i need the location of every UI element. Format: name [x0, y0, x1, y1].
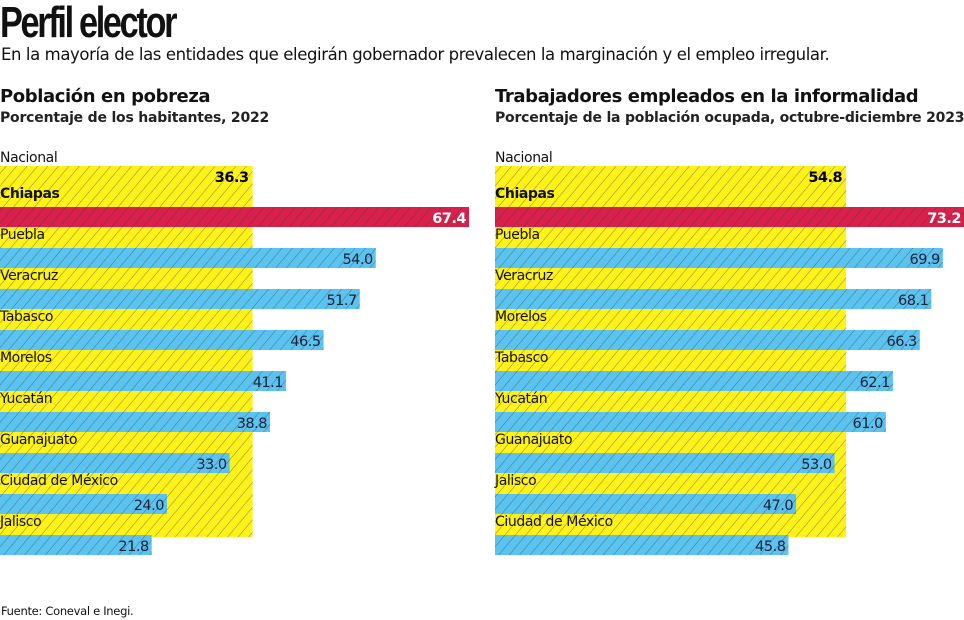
- category-label-guanajuato: Guanajuato: [495, 432, 572, 448]
- bar-hatch-puebla: [0, 248, 376, 268]
- value-label-tabasco: 46.5: [290, 334, 320, 350]
- chart-subtitle: Porcentaje de la población ocupada, octu…: [495, 110, 964, 126]
- national-reference-hatch: [495, 166, 847, 537]
- page-title: Perfil elector: [0, 0, 177, 47]
- value-label-chiapas: 67.4: [432, 211, 466, 227]
- bar-hatch-chiapas: [0, 207, 469, 227]
- bar-hatch-guanajuato: [495, 453, 835, 473]
- value-label-nacional: 36.3: [215, 170, 249, 186]
- category-label-ciudad-de-mexico: Ciudad de México: [495, 514, 613, 530]
- value-label-guanajuato: 53.0: [801, 457, 832, 473]
- bar-hatch-guanajuato: [0, 453, 230, 473]
- chart-title: Trabajadores empleados en la informalida…: [495, 86, 919, 107]
- value-label-jalisco: 21.8: [118, 539, 149, 555]
- value-label-tabasco: 62.1: [860, 375, 890, 391]
- category-label-jalisco: Jalisco: [0, 514, 41, 530]
- bar-hatch-tabasco: [495, 371, 893, 391]
- value-label-morelos: 66.3: [886, 334, 917, 350]
- bar-hatch-chiapas: [495, 207, 964, 227]
- category-label-nacional: Nacional: [495, 150, 552, 166]
- value-label-chiapas: 73.2: [927, 211, 961, 227]
- category-label-morelos: Morelos: [0, 350, 52, 366]
- value-label-ciudad-de-mexico: 24.0: [134, 498, 165, 514]
- category-label-tabasco: Tabasco: [494, 350, 548, 366]
- category-label-jalisco: Jalisco: [494, 473, 536, 489]
- bar-chart-svg: Nacional 54.8 Chiapas 73.2 Puebla 69.9 Veracru…: [494, 150, 964, 555]
- bar-hatch-jalisco: [495, 494, 797, 514]
- category-label-chiapas: Chiapas: [495, 186, 555, 202]
- chart-subtitle: Porcentaje de los habitantes, 2022: [0, 110, 270, 126]
- value-label-yucatan: 38.8: [237, 416, 268, 432]
- bar-hatch-yucatan: [0, 412, 270, 432]
- category-label-chiapas: Chiapas: [0, 186, 60, 202]
- bar-hatch-morelos: [0, 371, 286, 391]
- category-label-puebla: Puebla: [0, 227, 45, 243]
- bar-hatch-jalisco: [0, 535, 152, 555]
- value-label-jalisco: 47.0: [763, 498, 794, 514]
- category-label-puebla: Puebla: [495, 227, 540, 243]
- bar-hatch-veracruz: [495, 289, 932, 309]
- bar-hatch-veracruz: [0, 289, 360, 309]
- bar-hatch-yucatan: [495, 412, 886, 432]
- national-reference-hatch: [0, 166, 253, 537]
- bar-hatch-ciudad-de-mexico: [495, 535, 789, 555]
- bar-hatch-ciudad-de-mexico: [0, 494, 168, 514]
- category-label-tabasco: Tabasco: [0, 309, 53, 325]
- bar-hatch-morelos: [495, 330, 920, 350]
- value-label-veracruz: 51.7: [326, 293, 356, 309]
- category-label-nacional: Nacional: [0, 150, 57, 166]
- value-label-morelos: 41.1: [253, 375, 283, 391]
- value-label-nacional: 54.8: [808, 170, 842, 186]
- page-subtitle: En la mayoría de las entidades que elegi…: [1, 45, 830, 64]
- category-label-veracruz: Veracruz: [0, 268, 58, 284]
- chart-title: Población en pobreza: [0, 86, 211, 107]
- value-label-guanajuato: 33.0: [196, 457, 227, 473]
- category-label-veracruz: Veracruz: [495, 268, 553, 284]
- category-label-yucatan: Yucatán: [0, 391, 52, 407]
- category-label-guanajuato: Guanajuato: [0, 432, 77, 448]
- value-label-yucatan: 61.0: [853, 416, 884, 432]
- value-label-puebla: 69.9: [910, 252, 941, 268]
- value-label-ciudad-de-mexico: 45.8: [755, 539, 786, 555]
- category-label-yucatan: Yucatán: [494, 391, 547, 407]
- category-label-morelos: Morelos: [495, 309, 547, 325]
- bar-chart-svg: Nacional 36.3 Chiapas 67.4 Puebla 54.0 Veracru…: [0, 150, 469, 555]
- bar-hatch-tabasco: [0, 330, 324, 350]
- source-note: Fuente: Coneval e Inegi.: [1, 604, 134, 618]
- category-label-ciudad-de-mexico: Ciudad de México: [0, 473, 118, 489]
- value-label-veracruz: 68.1: [898, 293, 928, 309]
- bar-hatch-puebla: [495, 248, 943, 268]
- value-label-puebla: 54.0: [342, 252, 373, 268]
